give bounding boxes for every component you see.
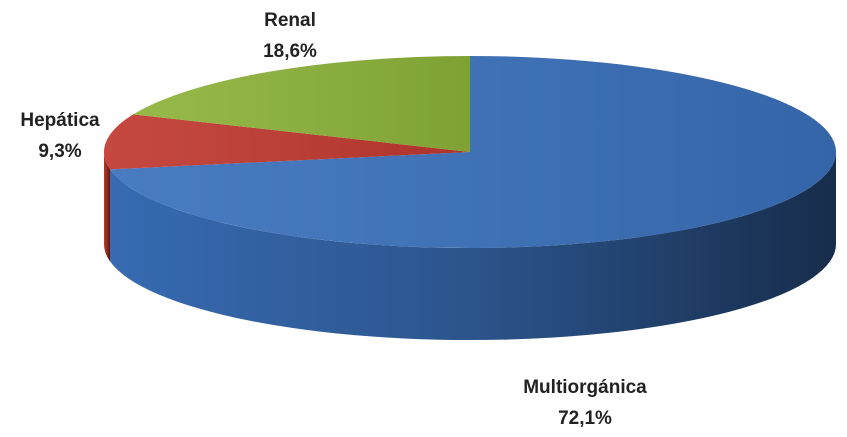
data-label-name: Renal (264, 10, 316, 31)
slice-top-shade (133, 56, 470, 152)
slice-top-shade (104, 114, 470, 170)
data-label-value: 9,3% (38, 141, 81, 162)
data-label-name: Hepática (20, 110, 100, 131)
slice-side-shade (104, 152, 111, 262)
slice-side-shade (110, 152, 837, 341)
slice-top-shade (110, 56, 836, 248)
data-label-name: Multiorgánica (523, 377, 647, 398)
data-label-value: 72,1% (558, 408, 612, 429)
data-label-value: 18,6% (263, 41, 317, 62)
